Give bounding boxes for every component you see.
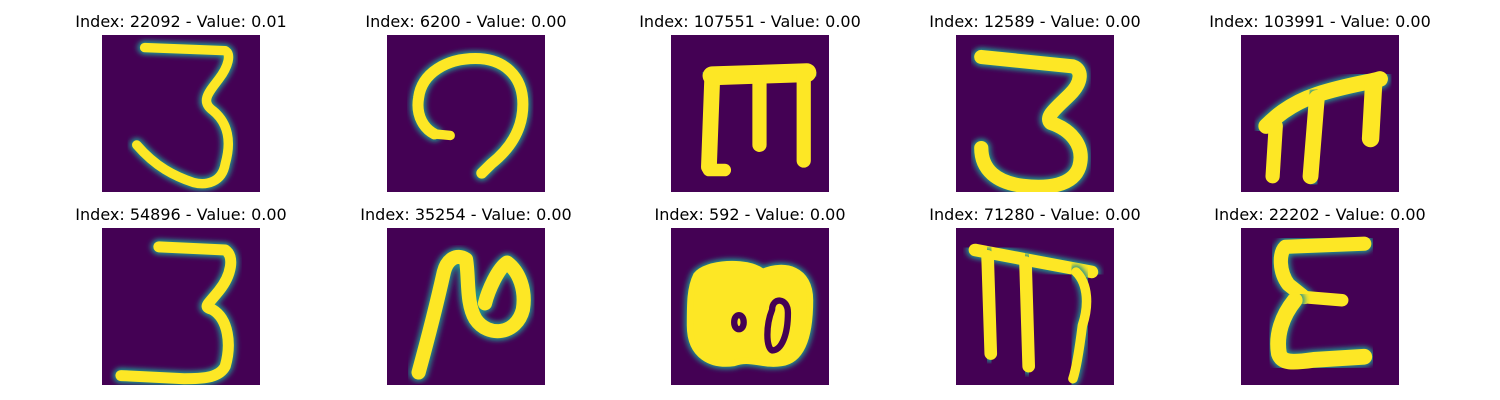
glyph-stroke [1302, 89, 1325, 185]
panel-title: Index: 22092 - Value: 0.01 [75, 12, 286, 31]
glyph-long-m [966, 241, 1101, 385]
glyph-stroke [132, 42, 234, 189]
image-panel: Index: 103991 - Value: 0.00 [1209, 12, 1431, 192]
glyph-slanted-n-loop [409, 247, 534, 382]
glyph-epsilon [1267, 234, 1375, 372]
image-panel: Index: 22092 - Value: 0.01 [75, 12, 287, 192]
image-panel: Index: 592 - Value: 0.00 [654, 205, 846, 385]
glyph-stroke [1270, 292, 1373, 370]
glyph-hook-curl [410, 50, 531, 182]
glyph-stroke [1265, 118, 1283, 184]
image-grid: Index: 22092 - Value: 0.01 Index: 6200 - … [75, 12, 1431, 385]
image-panel: Index: 54896 - Value: 0.00 [75, 205, 287, 385]
panel-title: Index: 592 - Value: 0.00 [654, 205, 845, 224]
panel-title: Index: 12589 - Value: 0.00 [929, 12, 1140, 31]
glyph-stroke [686, 260, 814, 367]
glyph-hole [764, 297, 792, 354]
glyph-stroke [1273, 236, 1372, 305]
glyph-hole [731, 312, 747, 333]
panel-title: Index: 71280 - Value: 0.00 [929, 205, 1140, 224]
glyph-stroke [1297, 290, 1349, 307]
image-background [102, 35, 260, 192]
panel-title: Index: 6200 - Value: 0.00 [365, 12, 566, 31]
glyph-stroke [411, 249, 531, 380]
glyph-stroke [1361, 73, 1383, 148]
image-panel: Index: 6200 - Value: 0.00 [365, 12, 567, 192]
glyph-digit-3-flat-base [113, 238, 239, 385]
image-panel: Index: 35254 - Value: 0.00 [360, 205, 572, 385]
image-panel: Index: 71280 - Value: 0.00 [929, 205, 1141, 385]
panel-title: Index: 107551 - Value: 0.00 [639, 12, 861, 31]
glyph-stroke [429, 129, 455, 141]
image-panel: Index: 12589 - Value: 0.00 [929, 12, 1141, 192]
glyph-stroke [412, 53, 529, 179]
panel-title: Index: 103991 - Value: 0.00 [1209, 12, 1431, 31]
glyph-stroke [115, 241, 237, 385]
glyph-stroke [981, 249, 998, 360]
glyph-stroke [1068, 267, 1092, 384]
image-panel: Index: 22202 - Value: 0.00 [1214, 205, 1426, 385]
panel-title: Index: 22202 - Value: 0.00 [1214, 205, 1425, 224]
panel-title: Index: 54896 - Value: 0.00 [75, 205, 286, 224]
glyph-digit-3-open [129, 40, 236, 191]
glyph-block-m [698, 60, 819, 179]
glyph-stroke [974, 49, 1088, 192]
glyph-slanted-m [1256, 68, 1391, 187]
glyph-stroke [701, 74, 720, 175]
glyph-digit-3-round [971, 47, 1091, 192]
panel-title: Index: 35254 - Value: 0.00 [360, 205, 571, 224]
glyph-stroke [1019, 256, 1035, 373]
image-panel: Index: 107551 - Value: 0.00 [639, 12, 861, 192]
glyph-blob-double-o [684, 258, 816, 370]
